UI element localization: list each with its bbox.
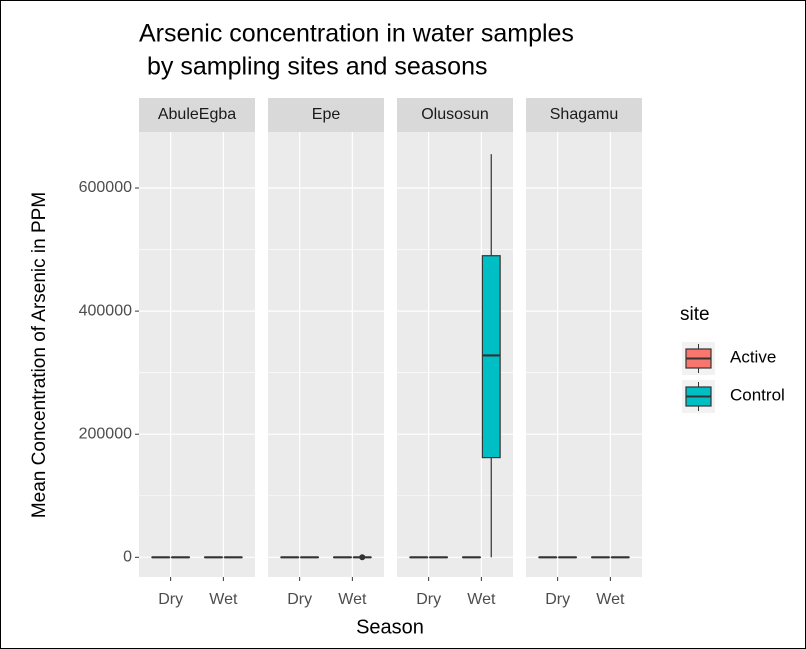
y-tick-label: 0 [123,549,132,566]
strip-label: Shagamu [550,106,619,123]
strip-label: Epe [312,106,341,123]
x-tick-label: Dry [416,591,441,608]
x-tick-label: Dry [545,591,570,608]
x-tick-label: Wet [467,591,496,608]
outlier [359,554,366,561]
legend-label: Active [730,347,776,366]
x-axis-title: Season [356,616,424,638]
strip [397,98,513,132]
strip-label: Olusosun [421,106,489,123]
panel [268,132,384,577]
x-tick-label: Dry [287,591,312,608]
strip [268,98,384,132]
chart-title: Arsenic concentration in water samples [139,20,574,48]
legend-label: Control [730,385,785,404]
panel [139,132,255,577]
box [481,255,501,459]
legend-title: site [680,304,710,325]
x-tick-label: Wet [596,591,625,608]
x-tick-label: Dry [158,591,183,608]
x-tick-label: Wet [338,591,367,608]
strip [526,98,642,132]
strip [139,98,255,132]
y-tick-label: 600000 [79,179,132,196]
chart-title: by sampling sites and seasons [147,53,487,81]
y-tick-label: 400000 [79,302,132,319]
panel [526,132,642,577]
x-tick-label: Wet [209,591,238,608]
y-tick-label: 200000 [79,425,132,442]
strip-label: AbuleEgba [158,106,236,123]
y-axis-title: Mean Concentration of Arsenic in PPM [29,192,50,518]
